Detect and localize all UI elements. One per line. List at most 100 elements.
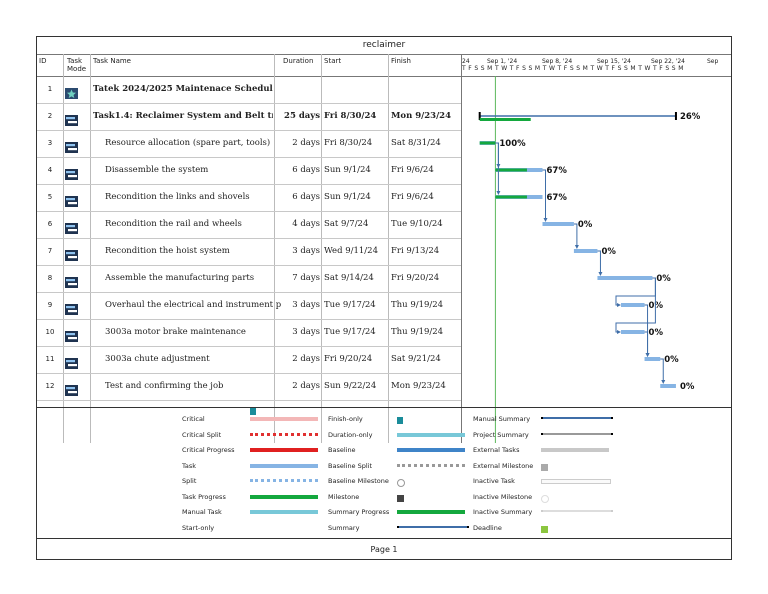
summary-progress-bar[interactable] xyxy=(479,118,531,121)
task-duration[interactable]: 7 days xyxy=(292,273,320,283)
task-progress-bar[interactable] xyxy=(495,168,527,172)
legend-swatch xyxy=(541,417,613,419)
dependency-link[interactable] xyxy=(660,358,664,382)
task-start[interactable]: Sat 9/7/24 xyxy=(324,219,369,229)
task-start[interactable]: Sun 9/1/24 xyxy=(324,165,371,175)
task-start[interactable]: Tue 9/17/24 xyxy=(324,327,376,337)
task-start[interactable]: Wed 9/11/24 xyxy=(324,246,378,256)
dependency-arrowhead[interactable] xyxy=(645,353,650,357)
task-finish[interactable]: Fri 9/6/24 xyxy=(391,192,434,202)
task-finish[interactable]: Mon 9/23/24 xyxy=(391,111,451,121)
task-duration[interactable]: 25 days xyxy=(284,111,320,121)
dependency-arrowhead[interactable] xyxy=(598,272,603,276)
task-name[interactable]: Assemble the manufacturing parts xyxy=(105,273,255,283)
dependency-link[interactable] xyxy=(495,142,499,193)
dependency-link[interactable] xyxy=(615,277,656,333)
legend-label: External Tasks xyxy=(473,446,520,454)
dependency-arrowhead[interactable] xyxy=(661,380,666,384)
legend-swatch xyxy=(397,448,465,452)
task-name[interactable]: Recondition the rail and wheels xyxy=(105,219,242,229)
task-start[interactable]: Fri 8/30/24 xyxy=(324,138,373,148)
legend-label: Milestone xyxy=(328,492,360,501)
task-bar[interactable] xyxy=(597,276,653,280)
summary-bar-cap[interactable] xyxy=(478,112,481,120)
task-name[interactable]: Disassemble the system xyxy=(105,165,209,175)
task-name[interactable]: 3003a motor brake maintenance xyxy=(105,327,246,337)
task-duration[interactable]: 3 days xyxy=(292,327,320,337)
table-row[interactable]: 5 Recondition the links and shovels 6 days… xyxy=(37,184,461,212)
task-start[interactable]: Sun 9/22/24 xyxy=(324,381,377,391)
dependency-arrowhead[interactable] xyxy=(574,245,579,249)
table-row[interactable]: 11 3003a chute adjustment 2 days Fri 9/20/2… xyxy=(37,346,461,374)
dependency-link[interactable] xyxy=(542,169,546,220)
dependency-arrowhead[interactable] xyxy=(496,191,501,195)
task-finish[interactable]: Tue 9/10/24 xyxy=(391,219,443,229)
percent-complete-label: 0% xyxy=(649,301,664,311)
task-finish[interactable]: Sat 9/21/24 xyxy=(391,354,441,364)
header-start[interactable]: Start xyxy=(324,57,342,65)
table-row[interactable]: 2 Task1.4: Reclaimer System and Belt trip… xyxy=(37,103,461,131)
dependency-link[interactable] xyxy=(597,250,601,274)
task-start[interactable]: Sat 9/14/24 xyxy=(324,273,374,283)
header-task-name[interactable]: Task Name xyxy=(93,57,131,65)
task-bar[interactable] xyxy=(621,303,645,307)
dependency-link[interactable] xyxy=(644,331,649,355)
task-duration[interactable]: 4 days xyxy=(292,219,320,229)
table-row[interactable]: 8 Assemble the manufacturing parts 7 days S… xyxy=(37,265,461,293)
table-row[interactable]: 7 Recondition the hoist system 3 days Wed 9… xyxy=(37,238,461,266)
task-bar[interactable] xyxy=(660,384,676,388)
task-finish[interactable]: Thu 9/19/24 xyxy=(391,300,444,310)
column-divider xyxy=(388,54,389,443)
task-duration[interactable]: 2 days xyxy=(292,354,320,364)
summary-bar-cap[interactable] xyxy=(674,112,677,120)
task-bar[interactable] xyxy=(573,249,598,253)
dependency-link[interactable] xyxy=(573,223,578,247)
task-start[interactable]: Sun 9/1/24 xyxy=(324,192,371,202)
header-duration[interactable]: Duration xyxy=(283,57,314,65)
task-bar[interactable] xyxy=(621,330,645,334)
task-duration[interactable]: 6 days xyxy=(292,165,320,175)
dependency-arrowhead[interactable] xyxy=(617,330,621,334)
task-finish[interactable]: Mon 9/23/24 xyxy=(391,381,446,391)
task-name[interactable]: Task1.4: Reclaimer System and Belt trip xyxy=(93,111,273,121)
task-id: 12 xyxy=(45,382,55,390)
task-name[interactable]: Tatek 2024/2025 Maintenace Schedul xyxy=(93,84,273,94)
task-duration[interactable]: 3 days xyxy=(292,300,320,310)
task-progress-bar[interactable] xyxy=(479,141,496,145)
task-start[interactable]: Fri 9/20/24 xyxy=(324,354,373,364)
header-id[interactable]: ID xyxy=(39,57,47,65)
task-name[interactable]: Resource allocation (spare part, tools) xyxy=(105,138,271,148)
task-finish[interactable]: Fri 9/6/24 xyxy=(391,165,434,175)
header-finish[interactable]: Finish xyxy=(391,57,411,65)
task-finish[interactable]: Fri 9/20/24 xyxy=(391,273,440,283)
table-row[interactable]: 3 Resource allocation (spare part, tools)… xyxy=(37,130,461,158)
task-duration[interactable]: 2 days xyxy=(292,381,320,391)
table-row[interactable]: 10 3003a motor brake maintenance 3 days Tue… xyxy=(37,319,461,347)
task-name[interactable]: 3003a chute adjustment xyxy=(105,354,210,364)
task-start[interactable]: Tue 9/17/24 xyxy=(324,300,376,310)
table-row[interactable]: 4 Disassemble the system 6 days Sun 9/1/24 F… xyxy=(37,157,461,185)
task-name[interactable]: Recondition the links and shovels xyxy=(105,192,250,202)
header-task-mode-line2: Mode xyxy=(67,65,87,73)
table-row[interactable]: 9 Overhaul the electrical and instrument … xyxy=(37,292,461,320)
task-progress-bar[interactable] xyxy=(495,195,527,199)
task-finish[interactable]: Sat 8/31/24 xyxy=(391,138,441,148)
task-bar[interactable] xyxy=(542,222,574,226)
task-bar[interactable] xyxy=(644,357,661,361)
table-row[interactable]: 1 Tatek 2024/2025 Maintenace Schedul xyxy=(37,76,461,104)
dependency-arrowhead[interactable] xyxy=(617,303,621,307)
legend-label: Critical xyxy=(182,415,205,423)
task-name[interactable]: Recondition the hoist system xyxy=(105,246,230,256)
table-row[interactable]: 6 Recondition the rail and wheels 4 days Sa… xyxy=(37,211,461,239)
task-finish[interactable]: Fri 9/13/24 xyxy=(391,246,440,256)
task-name[interactable]: Overhaul the electrical and instrument p xyxy=(105,300,282,310)
task-start[interactable]: Fri 8/30/24 xyxy=(324,111,377,121)
task-finish[interactable]: Thu 9/19/24 xyxy=(391,327,444,337)
task-duration[interactable]: 2 days xyxy=(292,138,320,148)
task-name[interactable]: Test and confirming the job xyxy=(105,381,224,391)
task-duration[interactable]: 6 days xyxy=(292,192,320,202)
task-duration[interactable]: 3 days xyxy=(292,246,320,256)
dependency-arrowhead[interactable] xyxy=(543,218,548,222)
header-task-mode[interactable]: Task Mode xyxy=(67,57,86,73)
table-row[interactable]: 12 Test and confirming the job 2 days Sun 9… xyxy=(37,373,461,401)
